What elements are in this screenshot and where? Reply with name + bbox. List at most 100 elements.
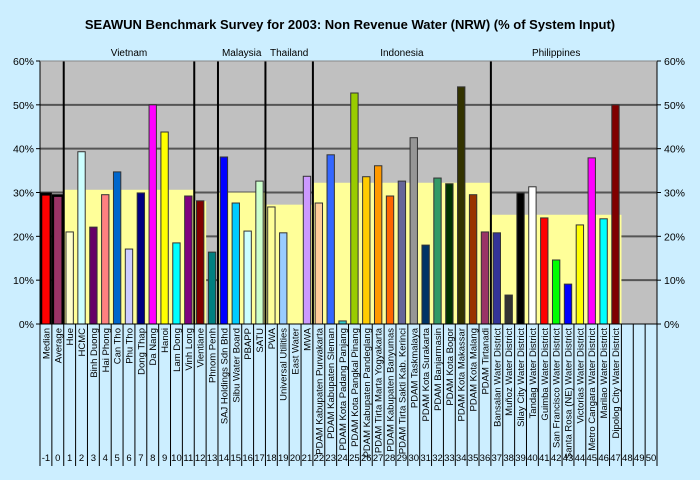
category-label: San Francisco Water District: [552, 328, 563, 448]
slot-number: 27: [373, 453, 384, 464]
category-label: Average: [53, 328, 64, 363]
bar-16: [243, 230, 252, 325]
bar--1: [42, 195, 50, 324]
category-label: PDAM Kota Padang Panjang: [338, 328, 349, 451]
chart-title: SEAWUN Benchmark Survey for 2003: Non Re…: [85, 17, 615, 32]
bar-23: [326, 154, 335, 325]
y-tick-label-left: 50%: [13, 100, 34, 112]
y-tick-label-left: 10%: [13, 275, 34, 287]
bar-30: [409, 137, 418, 325]
bar-5: [112, 171, 122, 325]
slot-number: 23: [325, 453, 336, 464]
category-label: Sibu Water Board: [231, 328, 242, 403]
bar-28: [385, 195, 395, 325]
category-label: PDAM Kabupaten Pandeglang: [362, 328, 373, 457]
region-label: Vietnam: [111, 48, 148, 59]
y-tick-label-left: 60%: [13, 56, 34, 68]
bar-14: [219, 156, 229, 325]
slot-number: 40: [527, 453, 538, 464]
slot-number: 43: [563, 453, 574, 464]
bar-39: [516, 192, 525, 325]
bar-42: [551, 259, 561, 325]
region-label: Philippines: [532, 48, 580, 59]
bar-7: [136, 192, 146, 325]
slot-number: 5: [114, 453, 119, 464]
bar-2: [77, 151, 86, 325]
slot-number: 6: [126, 453, 131, 464]
category-label: Can Tho: [113, 328, 124, 364]
category-label: Dong Thap: [136, 328, 147, 375]
bar-43: [563, 283, 573, 325]
category-label: Binh Duong: [89, 328, 100, 378]
bar-40: [528, 186, 537, 325]
category-label: PDAM Tirta Sakti Kab. Kerinci: [397, 328, 408, 454]
bar-15: [231, 202, 240, 325]
category-label: PBAPP: [243, 328, 254, 360]
category-label: PDAM Kota Bogor: [445, 328, 456, 406]
bar-33: [445, 183, 454, 325]
bar-21: [302, 175, 312, 325]
category-label: PDAM Kota Surakarta: [421, 327, 432, 421]
slot-number: 44: [575, 453, 586, 464]
category-label: Santa Rosa (NE) Water District: [564, 328, 575, 459]
y-tick-label-left: 30%: [13, 188, 34, 200]
category-label: Muñoz Water District: [504, 328, 515, 416]
bar-41: [540, 217, 549, 325]
category-label: Median: [41, 328, 52, 359]
slot-number: 3: [91, 453, 96, 464]
y-tick-label-right: 10%: [664, 275, 685, 287]
region-label: Thailand: [270, 48, 308, 59]
y-tick-label-left: 20%: [13, 231, 34, 243]
category-label: PDAM Kota Pangkal Pinang: [350, 328, 361, 447]
category-label: Phu Tho: [124, 328, 135, 364]
category-label: Hue: [65, 328, 76, 345]
bar-9: [160, 131, 169, 325]
bar-8: [148, 104, 157, 325]
category-label: PDAM Banjarmasin: [433, 328, 444, 411]
category-label: PDAM Tirta Marta Yogyakarta: [374, 327, 385, 453]
slot-number: 42: [551, 453, 562, 464]
slot-number: 39: [515, 453, 526, 464]
y-tick-label-right: 0%: [664, 319, 679, 331]
slot-number: 35: [468, 453, 479, 464]
slot-number: 33: [444, 453, 455, 464]
slot-number: 46: [598, 453, 609, 464]
y-tick-label-right: 30%: [664, 188, 685, 200]
slot-number: 10: [171, 453, 182, 464]
bar-35: [468, 194, 478, 325]
slot-number: 15: [230, 453, 241, 464]
slot-number: 32: [432, 453, 443, 464]
slot-number: 38: [503, 453, 514, 464]
bar-13: [207, 251, 217, 325]
bar-29: [397, 180, 407, 325]
bar-3: [89, 226, 98, 325]
y-tick-label-right: 60%: [664, 56, 685, 68]
bar-10: [172, 242, 181, 325]
bar-0: [54, 196, 62, 324]
category-label: Hai Phong: [101, 328, 112, 372]
category-label: PDAM Tirtanadi: [480, 328, 491, 395]
bar-27: [373, 165, 383, 325]
category-label: PDAM Kota Malang: [469, 328, 480, 411]
category-label: PDAM Kabupaten Banyumas: [386, 328, 397, 452]
region-label: Indonesia: [380, 48, 424, 59]
bar-6: [124, 248, 134, 325]
bar-36: [480, 231, 490, 325]
slot-number: 45: [586, 453, 597, 464]
category-label: Hanoi: [160, 328, 171, 353]
category-label: Metro Cangara Water District: [587, 328, 598, 451]
category-label: PDAM Kabupaten Sleman: [326, 328, 337, 439]
slot-number: 4: [103, 453, 108, 464]
category-label: Vinh Long: [184, 328, 195, 371]
slot-number: 12: [195, 453, 206, 464]
slot-number: 2: [79, 453, 84, 464]
slot-number: 14: [219, 453, 230, 464]
category-label: HCMC: [77, 328, 88, 357]
slot-number: 26: [361, 453, 372, 464]
slot-number: 50: [646, 453, 657, 464]
bar-38: [504, 294, 513, 325]
slot-number: 1: [67, 453, 72, 464]
category-label: Universal Utilities: [279, 328, 290, 401]
bar-47: [611, 104, 620, 325]
